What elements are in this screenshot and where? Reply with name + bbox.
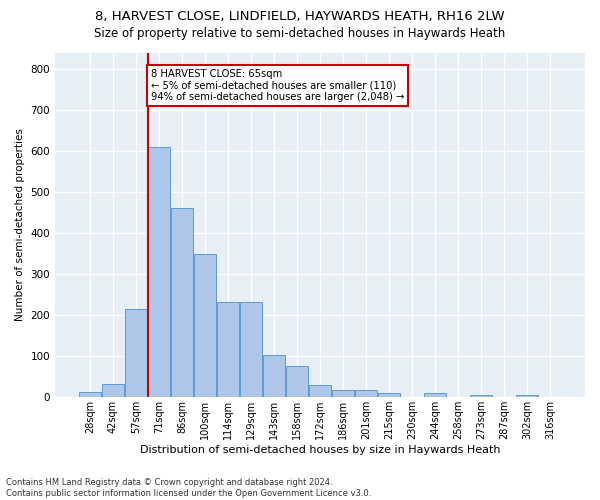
Bar — [102, 384, 124, 398]
Bar — [79, 392, 101, 398]
Text: 8, HARVEST CLOSE, LINDFIELD, HAYWARDS HEATH, RH16 2LW: 8, HARVEST CLOSE, LINDFIELD, HAYWARDS HE… — [95, 10, 505, 23]
Bar — [240, 302, 262, 398]
Bar — [286, 366, 308, 398]
Text: Size of property relative to semi-detached houses in Haywards Heath: Size of property relative to semi-detach… — [94, 28, 506, 40]
Text: 8 HARVEST CLOSE: 65sqm
← 5% of semi-detached houses are smaller (110)
94% of sem: 8 HARVEST CLOSE: 65sqm ← 5% of semi-deta… — [151, 69, 404, 102]
Y-axis label: Number of semi-detached properties: Number of semi-detached properties — [15, 128, 25, 322]
Bar — [309, 385, 331, 398]
Bar — [332, 390, 354, 398]
Bar — [470, 395, 492, 398]
Bar — [148, 147, 170, 398]
X-axis label: Distribution of semi-detached houses by size in Haywards Heath: Distribution of semi-detached houses by … — [140, 445, 500, 455]
Bar — [194, 254, 216, 398]
Bar — [171, 208, 193, 398]
Bar — [125, 309, 147, 398]
Bar — [355, 390, 377, 398]
Bar — [263, 355, 285, 398]
Bar — [217, 302, 239, 398]
Bar — [424, 393, 446, 398]
Bar — [516, 395, 538, 398]
Text: Contains HM Land Registry data © Crown copyright and database right 2024.
Contai: Contains HM Land Registry data © Crown c… — [6, 478, 371, 498]
Bar — [378, 393, 400, 398]
